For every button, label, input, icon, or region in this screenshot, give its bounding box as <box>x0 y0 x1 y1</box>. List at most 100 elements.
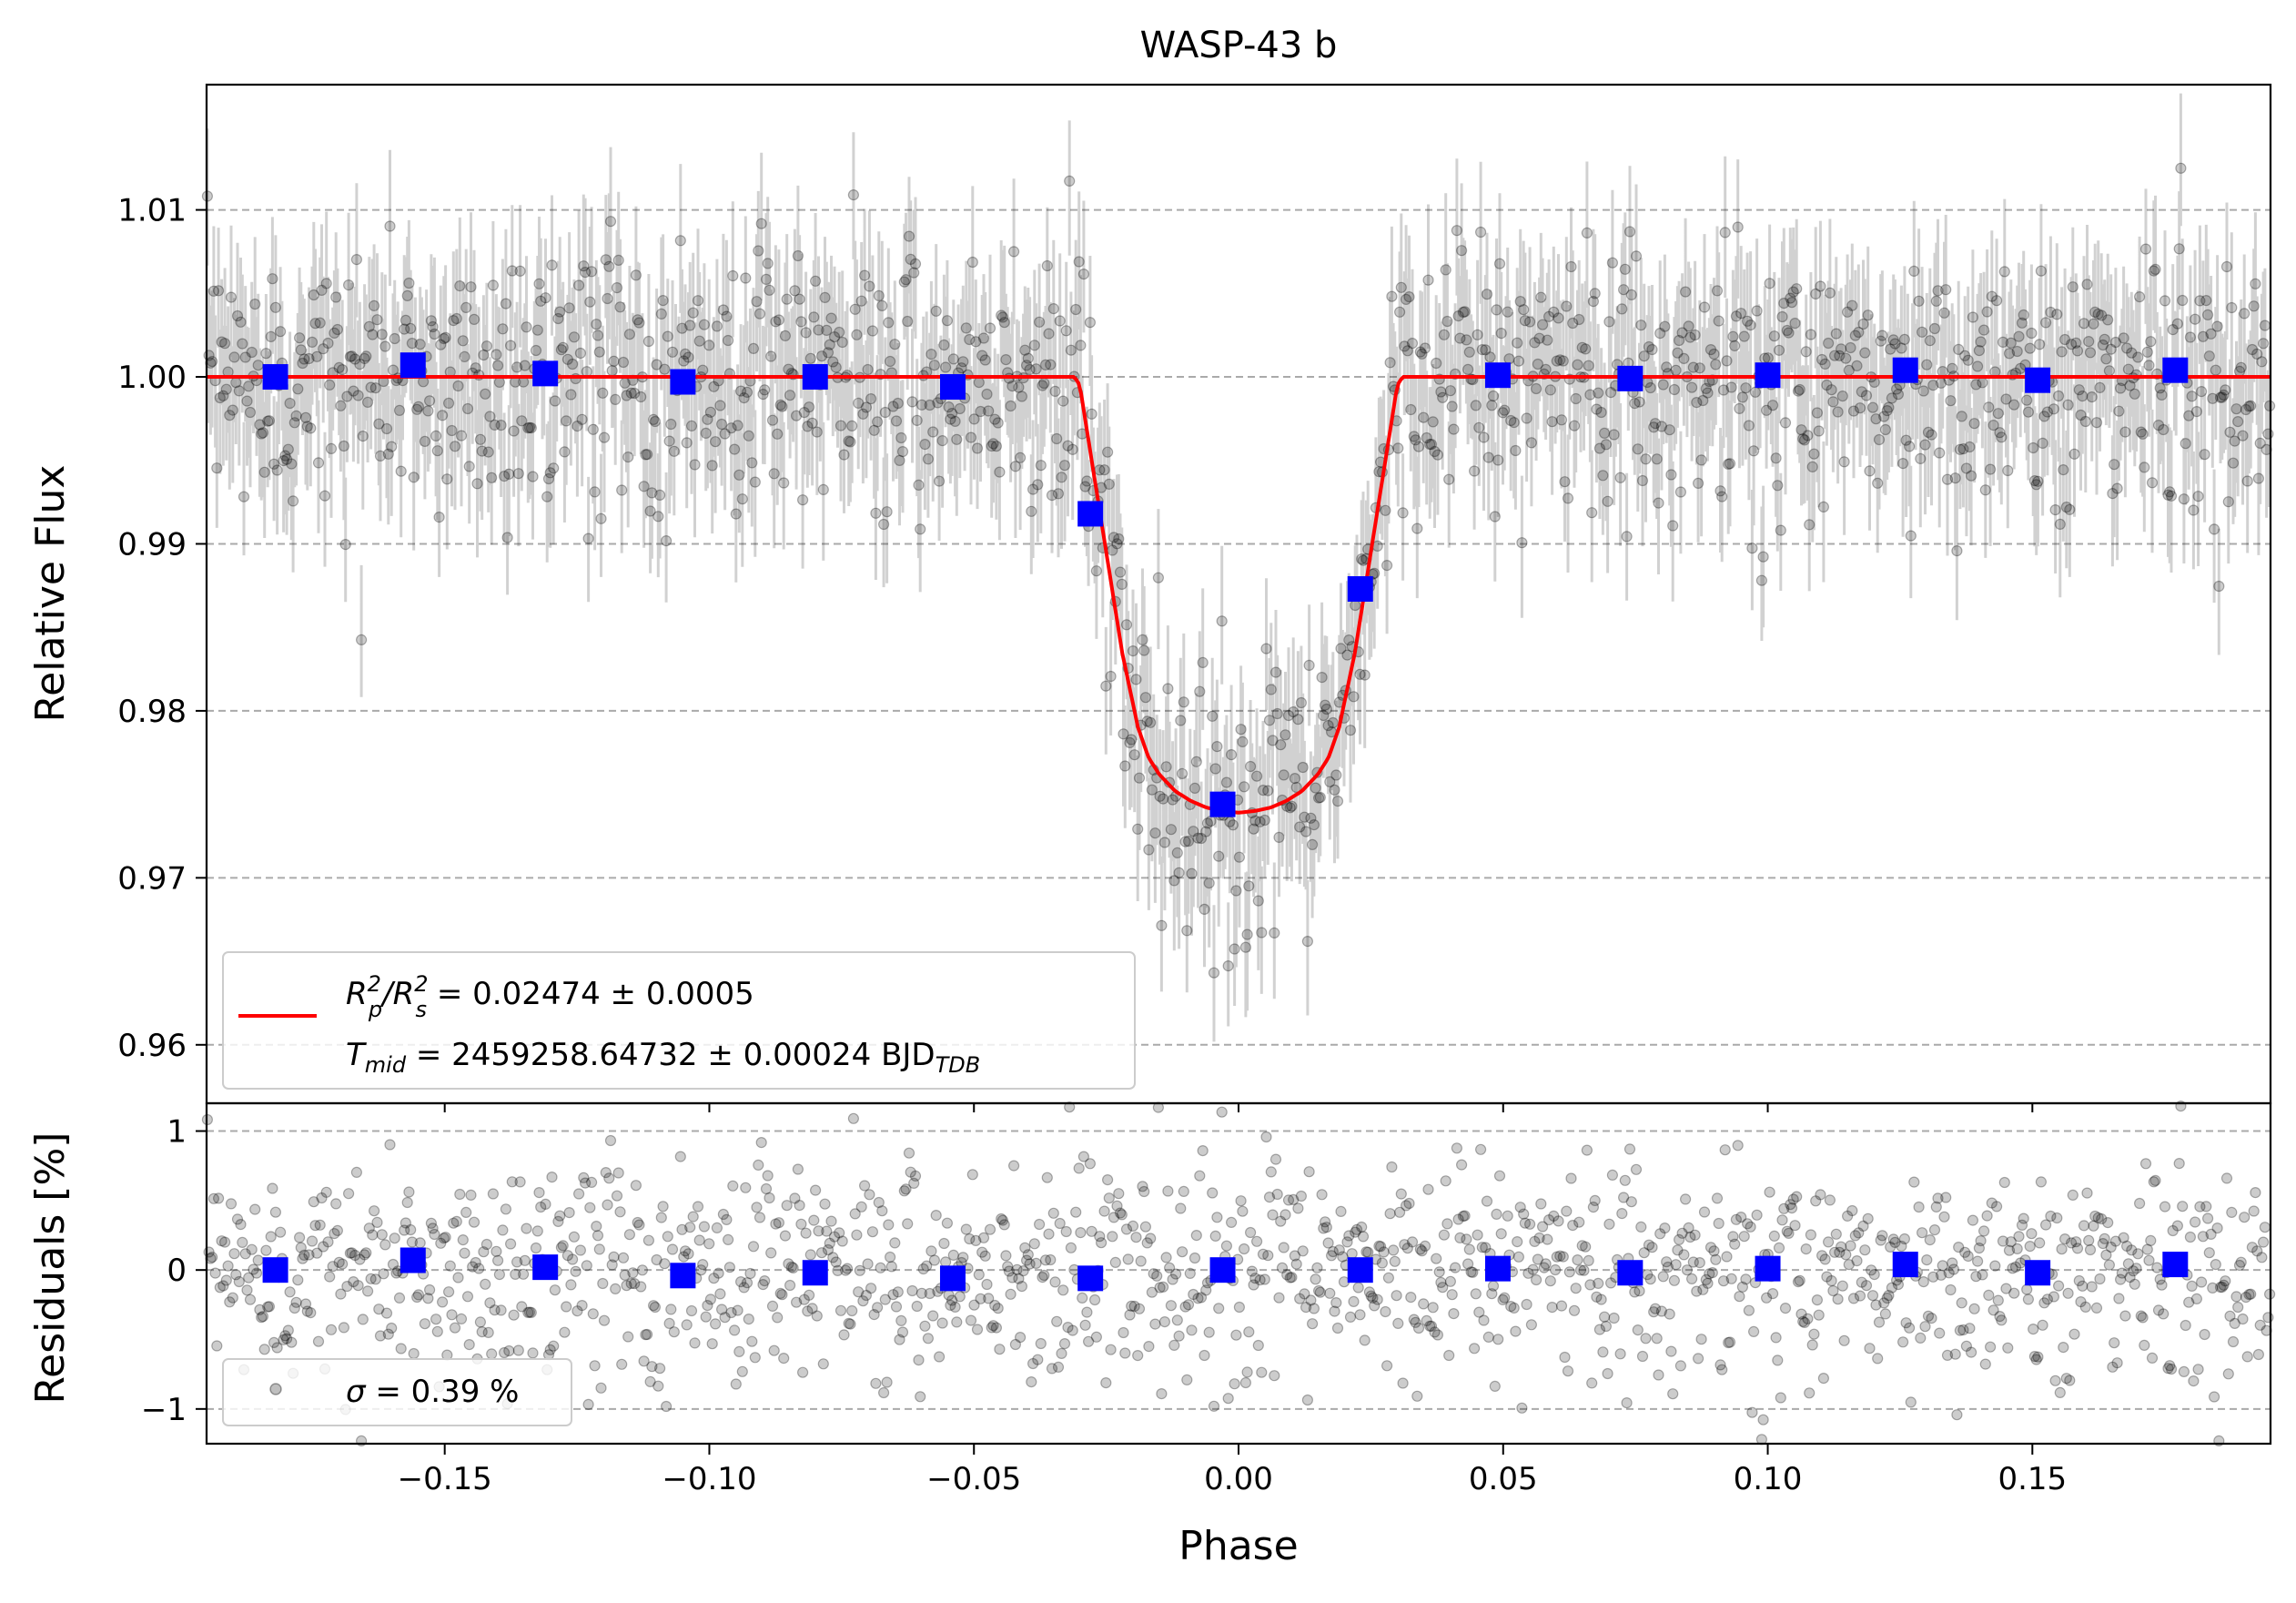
residual-point <box>1111 1200 1123 1212</box>
raw-flux-point <box>331 323 343 336</box>
raw-flux-point <box>238 491 250 502</box>
residual-point <box>1294 1293 1306 1304</box>
residual-point <box>1616 1207 1628 1220</box>
residual-point <box>996 1214 1009 1226</box>
residual-point <box>549 1284 561 1296</box>
raw-flux-point <box>2240 403 2252 416</box>
residual-point <box>1233 1301 1246 1314</box>
residual-point <box>1876 1230 1888 1242</box>
residual-point <box>1244 1226 1257 1239</box>
raw-flux-point <box>269 301 281 313</box>
raw-flux-point <box>337 364 349 376</box>
raw-flux-point <box>1698 301 1711 313</box>
residual-point <box>2239 1212 2250 1223</box>
raw-flux-point <box>1090 565 1103 577</box>
residual-point <box>448 1217 460 1229</box>
residual-point <box>1101 1173 1114 1186</box>
residual-point <box>905 1166 916 1178</box>
raw-flux-point <box>380 422 393 435</box>
raw-flux-point <box>1766 400 1779 411</box>
raw-flux-point <box>1502 306 1513 318</box>
residual-point <box>733 1345 745 1358</box>
raw-flux-point <box>2245 400 2257 411</box>
raw-flux-point <box>986 440 997 452</box>
residual-point <box>2224 1310 2236 1322</box>
raw-flux-point <box>527 471 539 482</box>
residual-point <box>2216 1281 2228 1294</box>
residual-point <box>819 1198 831 1210</box>
raw-flux-point <box>949 415 961 427</box>
raw-flux-point <box>2202 309 2214 320</box>
raw-flux-point <box>1764 278 1775 289</box>
residual-point <box>563 1206 575 1219</box>
raw-flux-point <box>879 406 891 419</box>
raw-flux-point <box>1286 800 1298 812</box>
raw-flux-point <box>1991 295 2003 307</box>
residual-point <box>679 1245 692 1257</box>
residual-point <box>2139 1339 2150 1352</box>
residual-point <box>619 1269 631 1281</box>
raw-flux-point <box>2096 309 2108 321</box>
residual-point <box>1505 1300 1517 1313</box>
residual-point <box>1281 1269 1293 1281</box>
raw-flux-point <box>1416 348 1428 360</box>
residual-point <box>1260 1131 1272 1143</box>
raw-flux-point <box>1535 291 1547 303</box>
residual-point <box>1512 1251 1525 1263</box>
raw-flux-point <box>231 309 244 322</box>
raw-flux-point <box>1562 492 1574 504</box>
raw-flux-point <box>642 335 655 348</box>
raw-flux-point <box>1828 350 1841 361</box>
residual-point <box>973 1269 985 1281</box>
residual-point <box>374 1330 387 1342</box>
residual-point <box>1898 1233 1910 1245</box>
residual-point <box>896 1326 909 1338</box>
raw-flux-point <box>582 533 594 544</box>
residual-point <box>1827 1284 1839 1297</box>
raw-flux-point <box>1329 784 1340 796</box>
raw-flux-point <box>1399 340 1411 352</box>
residual-point <box>2139 1158 2152 1170</box>
raw-flux-point <box>348 385 359 397</box>
residual-point <box>1365 1290 1377 1302</box>
raw-flux-point <box>1052 488 1065 500</box>
raw-flux-point <box>1064 175 1076 187</box>
residual-point <box>1419 1240 1431 1253</box>
raw-flux-point <box>1267 735 1279 746</box>
raw-flux-point <box>1644 381 1656 394</box>
raw-flux-point <box>1623 226 1636 238</box>
residual-point <box>1329 1305 1340 1317</box>
raw-flux-point <box>2262 428 2274 440</box>
top-ytick-label: 0.99 <box>117 526 187 563</box>
raw-flux-point <box>454 280 466 292</box>
residual-point <box>1337 1251 1349 1263</box>
raw-flux-point <box>759 384 771 396</box>
residual-point <box>2262 1312 2274 1324</box>
residual-point <box>2220 1275 2231 1287</box>
raw-flux-point <box>2100 353 2112 365</box>
residual-point <box>278 1334 289 1345</box>
residual-point <box>836 1235 848 1247</box>
raw-flux-point <box>1630 250 1643 262</box>
residual-point <box>1512 1235 1523 1248</box>
raw-flux-point <box>549 395 561 407</box>
raw-flux-point <box>311 350 323 362</box>
raw-flux-point <box>1041 259 1053 272</box>
residual-point <box>359 1249 370 1261</box>
residual-point <box>627 1267 639 1279</box>
residual-point <box>1822 1236 1835 1248</box>
raw-flux-point <box>783 363 794 375</box>
raw-flux-point <box>288 495 299 507</box>
residual-point <box>1163 1262 1176 1273</box>
raw-flux-point <box>1945 395 1957 407</box>
raw-flux-point <box>544 467 556 479</box>
residual-point <box>367 1229 379 1241</box>
raw-flux-point <box>806 417 818 429</box>
top-ytick-label: 1.01 <box>117 193 187 229</box>
raw-flux-point <box>1269 927 1280 939</box>
residual-point <box>981 1278 993 1291</box>
residual-point <box>2159 1201 2171 1212</box>
raw-flux-point <box>1938 307 1950 319</box>
residual-point <box>1644 1273 1656 1285</box>
residual-point <box>795 1218 807 1230</box>
